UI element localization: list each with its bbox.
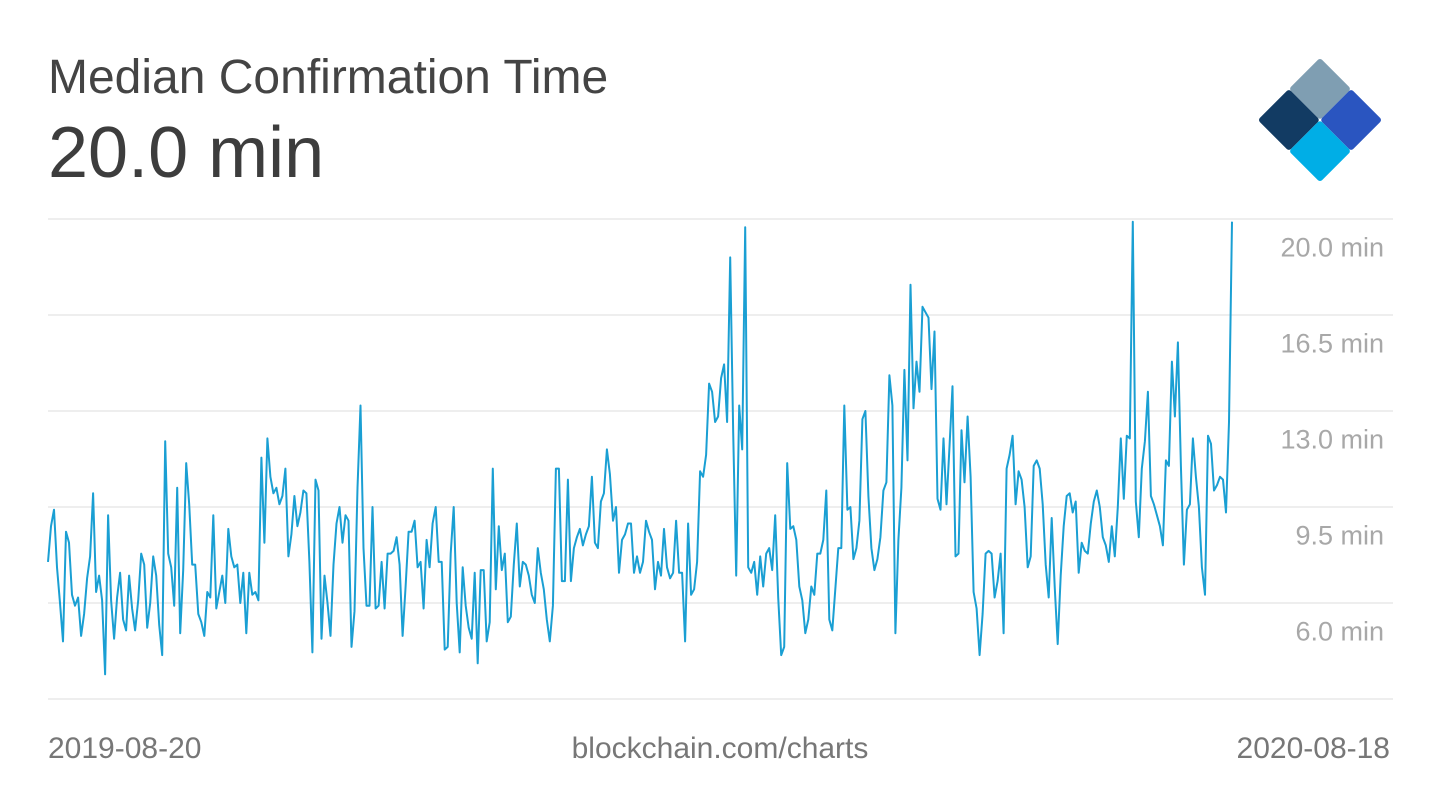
current-value: 20.0 min xyxy=(48,113,325,193)
y-tick-label: 9.5 min xyxy=(1295,520,1384,550)
source-label: blockchain.com/charts xyxy=(571,732,869,765)
y-axis-ticks: 6.0 min 9.5 min 13.0 min 16.5 min 20.0 min xyxy=(1280,232,1384,646)
y-tick-label: 13.0 min xyxy=(1280,424,1384,454)
y-tick-label: 20.0 min xyxy=(1280,232,1384,262)
logo-tile-bottom xyxy=(1290,121,1350,181)
logo-tile-right xyxy=(1321,90,1381,150)
end-date-label: 2020-08-18 xyxy=(1236,732,1390,765)
grid-lines xyxy=(48,218,1393,700)
series-line-confirmation-time xyxy=(47,220,1233,676)
y-tick-label: 16.5 min xyxy=(1280,328,1384,358)
blockchain-logo-icon xyxy=(1259,59,1381,181)
chart-title: Median Confirmation Time xyxy=(48,51,609,104)
y-tick-label: 6.0 min xyxy=(1295,616,1384,646)
logo-tile-left xyxy=(1259,90,1319,150)
start-date-label: 2019-08-20 xyxy=(48,732,202,765)
logo-tile-top xyxy=(1290,59,1350,119)
